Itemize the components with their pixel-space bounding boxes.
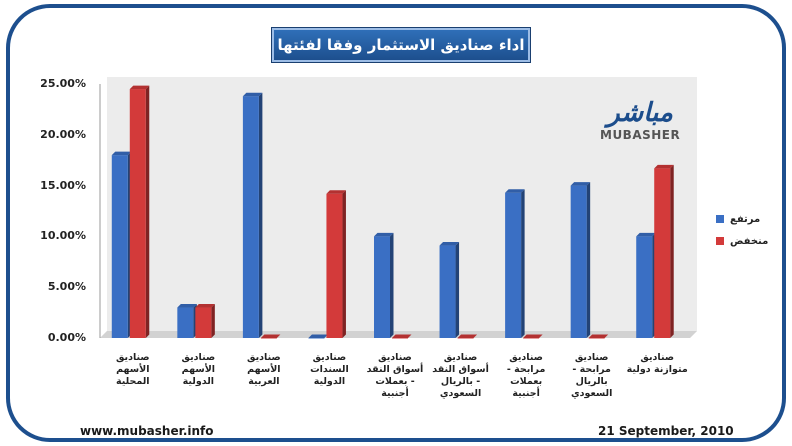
bar-front-face xyxy=(523,338,540,339)
legend-label-up: مرتفع xyxy=(730,213,761,225)
bar-top-face xyxy=(177,304,197,308)
y-tick-label: 0.00% xyxy=(47,331,86,344)
y-tick-label: 25.00% xyxy=(40,77,86,90)
bar-down xyxy=(457,334,478,339)
chart-title: اداء صناديق الاستثمار وفقا لفئتها xyxy=(272,28,530,62)
bar-top-face xyxy=(242,92,263,97)
bar-top-face xyxy=(111,151,132,156)
x-tick-label: صناديق الأسهم الدولية xyxy=(181,352,216,387)
bar-top-face xyxy=(588,334,609,338)
bar-top-face xyxy=(392,334,412,338)
bar-front-face xyxy=(326,193,343,338)
bar-front-face xyxy=(195,307,212,338)
bar-side-face xyxy=(455,242,460,338)
bar-down xyxy=(392,334,412,339)
bar-up xyxy=(177,304,197,338)
bar-up xyxy=(505,189,525,338)
plot-area xyxy=(99,77,697,339)
bar-side-face xyxy=(586,182,591,338)
logo-english: MUBASHER xyxy=(600,128,681,142)
bar-front-face xyxy=(505,192,522,338)
legend: مرتفع منخفض xyxy=(716,208,768,252)
bar-side-face xyxy=(211,304,215,338)
bar-side-face xyxy=(342,190,346,338)
footer-website[interactable]: www.mubasher.info xyxy=(80,424,214,438)
legend-swatch-down xyxy=(716,237,724,245)
bar-down xyxy=(523,334,543,339)
bar-down xyxy=(129,85,150,338)
bar-top-face xyxy=(129,85,150,90)
bar-front-face xyxy=(242,96,259,338)
x-tick-label: صناديق أسواق النقد - بالريال السعودي xyxy=(432,352,489,399)
legend-label-down: منخفض xyxy=(730,235,769,247)
bar-top-face xyxy=(260,334,281,338)
bar-front-face xyxy=(308,338,325,339)
bar-top-face xyxy=(654,164,674,169)
bar-front-face xyxy=(588,338,605,339)
bar-top-face xyxy=(457,334,478,338)
bar-up xyxy=(308,334,328,339)
bar-top-face xyxy=(374,232,394,237)
bar-side-face xyxy=(521,189,525,338)
bar-top-face xyxy=(636,232,656,237)
bar-down xyxy=(588,334,609,339)
bar-front-face xyxy=(260,338,277,339)
bar-top-face xyxy=(308,334,328,338)
bar-front-face xyxy=(111,155,128,338)
bar-up xyxy=(570,182,591,338)
legend-item-down: منخفض xyxy=(716,230,768,252)
x-tick-label: صناديق الأسهم المحلية xyxy=(115,352,150,387)
bar-side-face xyxy=(390,232,394,338)
bar-up xyxy=(439,242,460,338)
bar-down xyxy=(195,304,215,338)
bar-top-face xyxy=(505,189,525,193)
bar-top-face xyxy=(523,334,543,338)
bar-front-face xyxy=(457,338,474,339)
bar-down xyxy=(260,334,281,339)
bar-up xyxy=(636,232,656,338)
bar-top-face xyxy=(195,304,215,308)
bar-up xyxy=(242,92,263,338)
mubasher-logo: مباشر MUBASHER xyxy=(600,98,680,142)
bar-front-face xyxy=(570,185,587,338)
bar-front-face xyxy=(374,236,390,338)
y-tick-label: 5.00% xyxy=(47,280,86,294)
bar-top-face xyxy=(326,190,346,194)
legend-item-up: مرتفع xyxy=(716,208,768,230)
x-tick-label: صناديق مرابحة - بالريال السعودي xyxy=(570,352,613,399)
bar-down xyxy=(326,190,346,338)
footer-date: 21 September, 2010 xyxy=(598,424,734,438)
y-tick-label: 10.00% xyxy=(40,229,86,243)
y-tick-label: 15.00% xyxy=(40,178,86,192)
bar-up xyxy=(374,232,394,338)
bar-side-face xyxy=(258,92,263,338)
bar-down xyxy=(654,164,674,338)
y-tick-label: 20.00% xyxy=(40,127,86,141)
bar-side-face xyxy=(145,85,150,338)
bar-top-face xyxy=(439,242,460,246)
bar-front-face xyxy=(129,89,146,338)
bar-top-face xyxy=(570,182,591,186)
bar-front-face xyxy=(636,236,653,338)
bar-front-face xyxy=(177,307,194,338)
bar-front-face xyxy=(654,168,671,338)
logo-arabic: مباشر xyxy=(607,98,673,128)
bar-side-face xyxy=(670,164,674,338)
x-tick-label: صناديق الأسهم العربية xyxy=(247,352,281,387)
bar-front-face xyxy=(392,338,408,339)
bar-front-face xyxy=(439,245,456,338)
bar-up xyxy=(111,151,132,338)
x-tick-label: صناديق السندات الدولية xyxy=(310,352,349,387)
x-tick-label: صناديق متوازنة دولية xyxy=(626,352,688,375)
x-tick-label: صناديق مرابحة - بعملات أجنبية xyxy=(506,352,546,399)
x-tick-label: صناديق أسواق النقد - بعملات أجنبية xyxy=(366,352,424,399)
legend-swatch-up xyxy=(716,215,724,223)
